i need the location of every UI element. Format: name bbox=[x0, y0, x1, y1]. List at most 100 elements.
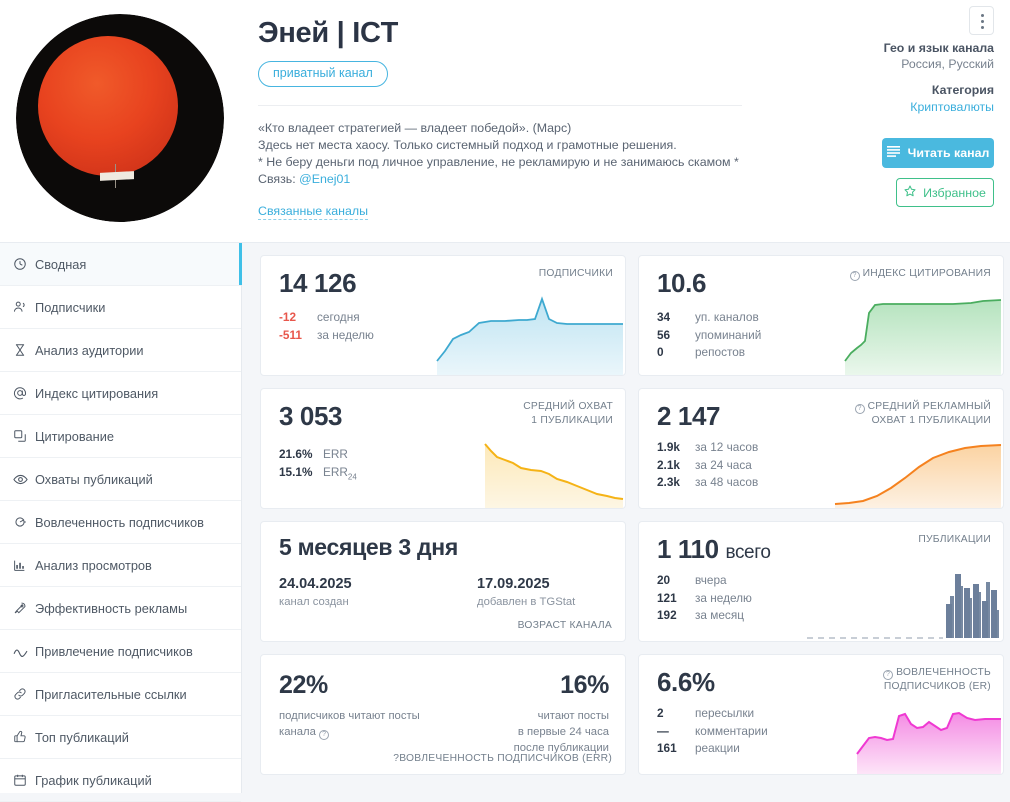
er-rows: 2 пересылки — комментарии 161 реакции bbox=[657, 705, 768, 758]
stat-row: 0 репостов bbox=[657, 344, 761, 362]
card-avg-ad-reach[interactable]: ? СРЕДНИЙ РЕКЛАМНЫЙ ОХВАТ 1 ПУБЛИКАЦИИ 2 … bbox=[638, 388, 1004, 509]
sidebar-item-views-analysis[interactable]: Анализ просмотров bbox=[0, 544, 241, 587]
sidebar-item-post-reach[interactable]: Охваты публикаций bbox=[0, 458, 241, 501]
sidebar-item-label: Привлечение подписчиков bbox=[35, 643, 193, 659]
page-title: Эней | ICT bbox=[258, 17, 399, 49]
sidebar-item-invite-links[interactable]: Пригласительные ссылки bbox=[0, 673, 241, 716]
stat-row: -12 сегодня bbox=[279, 309, 374, 327]
category-value-link[interactable]: Криптовалюты bbox=[910, 100, 994, 114]
rocket-icon bbox=[13, 601, 35, 615]
channel-meta: Гео и язык канала Россия, Русский Катего… bbox=[744, 40, 994, 207]
sidebar-item-label: Эффективность рекламы bbox=[35, 600, 188, 616]
kebab-menu-button[interactable] bbox=[969, 6, 994, 35]
stat-label: уп. каналов bbox=[695, 310, 759, 324]
stat-label: за неделю bbox=[695, 590, 752, 605]
read-channel-button[interactable]: Читать канал bbox=[882, 138, 994, 168]
stat-value: 2.1k bbox=[657, 457, 680, 472]
help-icon[interactable]: ? bbox=[319, 730, 330, 740]
card-title-line1: ? ВОВЛЕЧЕННОСТЬ bbox=[883, 666, 991, 680]
eye-icon bbox=[13, 472, 35, 487]
channel-description: «Кто владеет стратегией — владеет победо… bbox=[258, 120, 742, 188]
sidebar-item-label: Индекс цитирования bbox=[35, 385, 159, 401]
card-avg-reach[interactable]: СРЕДНИЙ ОХВАТ 1 ПУБЛИКАЦИИ 3 053 21.6% E… bbox=[260, 388, 626, 509]
card-title: ПУБЛИКАЦИИ bbox=[918, 534, 991, 545]
card-subscribers[interactable]: ПОДПИСЧИКИ 14 126 -12 сегодня -511 за не… bbox=[260, 255, 626, 376]
card-citation-index[interactable]: ? ИНДЕКС ЦИТИРОВАНИЯ 10.6 34 уп. каналов … bbox=[638, 255, 1004, 376]
err-left-block: 22% подписчиков читают посты канала ? bbox=[279, 671, 479, 740]
stat-value: 192 bbox=[657, 608, 677, 622]
kebab-dot-icon bbox=[981, 20, 984, 23]
avg-reach-value: 3 053 bbox=[279, 401, 343, 431]
geo-label: Гео и язык канала bbox=[883, 41, 994, 55]
favorite-button[interactable]: Избранное bbox=[896, 178, 994, 207]
citation-index-sparkline bbox=[844, 299, 1002, 375]
dashboard-icon bbox=[13, 257, 35, 271]
stat-value: 56 bbox=[657, 327, 671, 342]
err-left-sub-line1: подписчиков читают посты bbox=[279, 710, 420, 722]
related-channels-link[interactable]: Связанные каналы bbox=[258, 204, 369, 220]
channel-avatar[interactable] bbox=[16, 14, 224, 222]
stat-label: упоминаний bbox=[695, 327, 762, 342]
sidebar-item-summary[interactable]: Сводная bbox=[0, 243, 242, 286]
users-icon bbox=[13, 300, 35, 314]
stat-label: за 12 часов bbox=[695, 440, 759, 454]
help-icon[interactable]: ? bbox=[854, 404, 865, 414]
stat-label: за неделю bbox=[317, 327, 374, 342]
contact-label: Связь: bbox=[258, 172, 296, 186]
channel-added-block: 17.09.2025 добавлен в TGStat bbox=[477, 575, 575, 608]
stat-value: 20 bbox=[657, 573, 671, 587]
contact-handle-link[interactable]: @Enej01 bbox=[299, 172, 351, 186]
stat-row: — комментарии bbox=[657, 723, 768, 741]
sidebar-item-ad-efficiency[interactable]: Эффективность рекламы bbox=[0, 587, 241, 630]
sidebar-item-subscriber-engagement[interactable]: Вовлеченность подписчиков bbox=[0, 501, 241, 544]
avg-ad-reach-rows: 1.9k за 12 часов 2.1k за 24 часа 2.3k за… bbox=[657, 439, 758, 492]
sidebar-item-label: Подписчики bbox=[35, 299, 106, 315]
err-left-sub: подписчиков читают посты канала ? bbox=[279, 708, 479, 740]
help-icon[interactable]: ? bbox=[849, 271, 860, 281]
description-line: Здесь нет места хаосу. Только системный … bbox=[258, 138, 677, 152]
star-icon bbox=[904, 185, 916, 200]
added-label: добавлен в TGStat bbox=[477, 596, 576, 608]
card-err[interactable]: 22% подписчиков читают посты канала ? 16… bbox=[260, 654, 626, 775]
description-line: * Не беру деньги под личное управление, … bbox=[258, 155, 739, 169]
channel-header: Эней | ICT приватный канал «Кто владеет … bbox=[0, 0, 1010, 243]
sidebar-item-top-posts[interactable]: Топ публикаций bbox=[0, 716, 241, 759]
card-title: ВОЗРАСТ КАНАЛА bbox=[517, 620, 612, 631]
trend-line-icon bbox=[13, 644, 35, 659]
card-channel-age[interactable]: 5 месяцев 3 дня 24.04.2025 канал создан … bbox=[260, 521, 626, 642]
sidebar-item-subscriber-growth[interactable]: Привлечение подписчиков bbox=[0, 630, 241, 673]
stat-label: репостов bbox=[695, 345, 746, 359]
link-icon bbox=[13, 687, 35, 701]
sidebar-item-post-schedule[interactable]: График публикаций bbox=[0, 759, 241, 802]
publications-number: 1 110 bbox=[657, 534, 719, 564]
stat-value: 2.3k bbox=[657, 475, 680, 489]
avatar-image bbox=[16, 14, 224, 222]
card-title-line1: СРЕДНИЙ ОХВАТ bbox=[523, 401, 613, 412]
stat-value: -12 bbox=[279, 310, 297, 324]
stat-row: 2.3k за 48 часов bbox=[657, 474, 758, 492]
publications-suffix: всего bbox=[725, 542, 771, 563]
sidebar-item-subscribers[interactable]: Подписчики bbox=[0, 286, 241, 329]
sidebar-item-audience-analysis[interactable]: Анализ аудитории bbox=[0, 329, 241, 372]
stat-row: 34 уп. каналов bbox=[657, 309, 761, 327]
err-right-percent: 16% bbox=[560, 671, 609, 699]
subscribers-rows: -12 сегодня -511 за неделю bbox=[279, 309, 374, 344]
stat-value: -511 bbox=[279, 327, 302, 342]
card-publications[interactable]: ПУБЛИКАЦИИ 1 110 всего 20 вчера 121 за н… bbox=[638, 521, 1004, 642]
stat-value: 34 bbox=[657, 310, 671, 324]
err-left-percent: 22% bbox=[279, 671, 328, 699]
help-icon[interactable]: ? bbox=[883, 670, 894, 680]
stat-row: 192 за месяц bbox=[657, 607, 752, 625]
card-er[interactable]: ? ВОВЛЕЧЕННОСТЬ ПОДПИСЧИКОВ (ER) 6.6% 2 п… bbox=[638, 654, 1004, 775]
help-icon[interactable]: ? bbox=[393, 753, 400, 764]
err-right-sub: читают посты в первые 24 часа после публ… bbox=[429, 708, 609, 756]
added-date: 17.09.2025 bbox=[477, 576, 550, 592]
card-title-line2: ОХВАТ 1 ПУБЛИКАЦИИ bbox=[871, 415, 991, 426]
sidebar-item-citation[interactable]: Цитирование bbox=[0, 415, 241, 458]
stat-label: сегодня bbox=[317, 310, 360, 324]
sidebar-item-label: Пригласительные ссылки bbox=[35, 686, 187, 702]
favorite-label: Избранное bbox=[923, 185, 986, 200]
avatar-planet-shape bbox=[38, 36, 178, 176]
stat-row: 161 реакции bbox=[657, 740, 768, 758]
sidebar-item-citation-index[interactable]: Индекс цитирования bbox=[0, 372, 241, 415]
